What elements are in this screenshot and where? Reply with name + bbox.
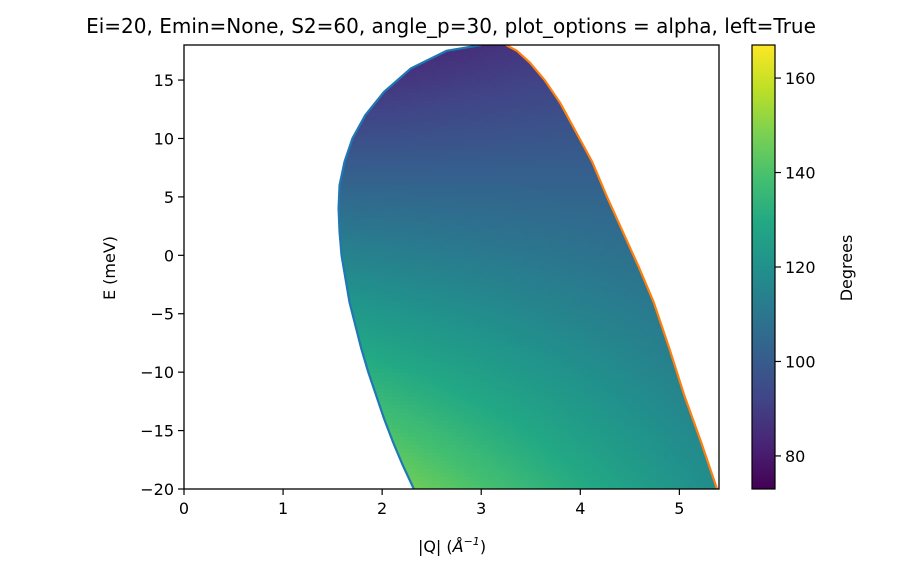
x-tick-label: 3	[476, 499, 486, 518]
y-axis-label: E (meV)	[100, 236, 119, 300]
chart-title: Ei=20, Emin=None, S2=60, angle_p=30, plo…	[86, 14, 816, 38]
colorbar	[751, 44, 776, 490]
y-tick-label: 5	[164, 188, 174, 207]
x-tick-label: 4	[575, 499, 585, 518]
right-boundary-curve	[505, 45, 719, 489]
y-tick-label: −15	[140, 422, 174, 441]
colorbar-tick-label: 100	[785, 352, 816, 371]
x-axis-label: |Q| (Å−1)	[418, 535, 486, 556]
x-tick-label: 2	[377, 499, 387, 518]
colorbar-tick-label: 120	[785, 258, 816, 277]
x-tick-label: 5	[674, 499, 684, 518]
y-tick-label: −5	[150, 305, 174, 324]
axes-frame	[183, 44, 720, 490]
colorbar-tick-label: 160	[785, 69, 816, 88]
x-tick-label: 1	[278, 499, 288, 518]
colorbar-label: Degrees	[837, 235, 856, 302]
y-tick-label: −10	[140, 363, 174, 382]
heatmap-region	[338, 45, 718, 489]
y-tick-label: −20	[140, 480, 174, 499]
y-tick-label: 0	[164, 246, 174, 265]
y-tick-label: 10	[154, 129, 174, 148]
x-tick-label: 0	[179, 499, 189, 518]
colorbar-tick-label: 140	[785, 164, 816, 183]
left-boundary-curve	[337, 45, 482, 489]
colorbar-tick-label: 80	[785, 447, 805, 466]
y-tick-label: 15	[154, 71, 174, 90]
